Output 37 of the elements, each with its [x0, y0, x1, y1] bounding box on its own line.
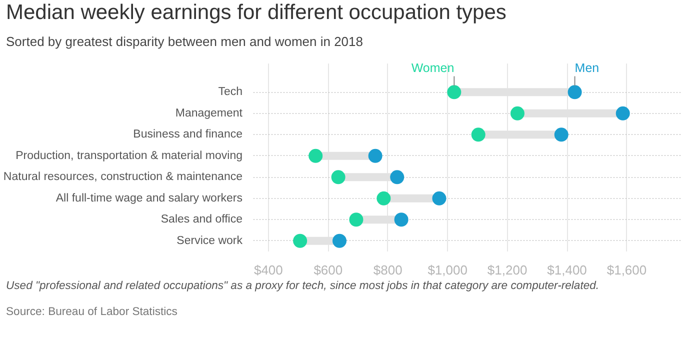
point	[568, 85, 582, 100]
y-tick-label: Management	[175, 107, 244, 120]
x-tick-label: $1,200	[487, 262, 528, 278]
y-tick-label: Tech	[218, 86, 243, 98]
x-tick-label: $1,600	[606, 262, 647, 278]
chart-subtitle: Sorted by greatest disparity between men and women in 2018	[6, 34, 363, 50]
point	[293, 234, 308, 248]
point	[394, 212, 408, 227]
text: Used "professional and related occupations" as a proxy for tech, since most jobs in that category are computer-related.	[6, 280, 600, 294]
y-tick-label: Business and finance	[133, 128, 243, 141]
source-note: Source: Bureau of Labor Statistics	[6, 306, 178, 320]
point	[376, 191, 391, 206]
y-tick-label: Production, transportation & material moving	[16, 150, 243, 162]
point	[471, 128, 486, 142]
x-tick-label: $1,400	[547, 262, 587, 278]
y-tick-label: Natural resources, construction & maintenance	[3, 171, 243, 184]
point	[308, 148, 323, 163]
y-tick-label: Service work	[176, 234, 243, 247]
point	[510, 106, 524, 120]
x-tick-label: $600	[314, 262, 343, 278]
x-tick-label: $800	[373, 262, 402, 278]
y-tick-label: Sales and office	[160, 214, 242, 226]
point	[616, 106, 630, 120]
point	[432, 191, 446, 206]
series-label: Women	[411, 61, 454, 76]
y-tick-label: All full-time wage and salary workers	[56, 192, 243, 204]
point	[554, 128, 568, 142]
x-tick-label: $1,000	[428, 262, 468, 278]
point	[368, 148, 382, 163]
chart-title: Median weekly earnings for different occupation types	[6, 0, 506, 26]
series-label: Men	[574, 61, 600, 76]
point	[332, 234, 346, 248]
point	[390, 170, 404, 184]
x-tick-label: $400	[254, 262, 283, 278]
point	[331, 170, 346, 184]
point	[349, 212, 364, 227]
point	[447, 85, 462, 100]
